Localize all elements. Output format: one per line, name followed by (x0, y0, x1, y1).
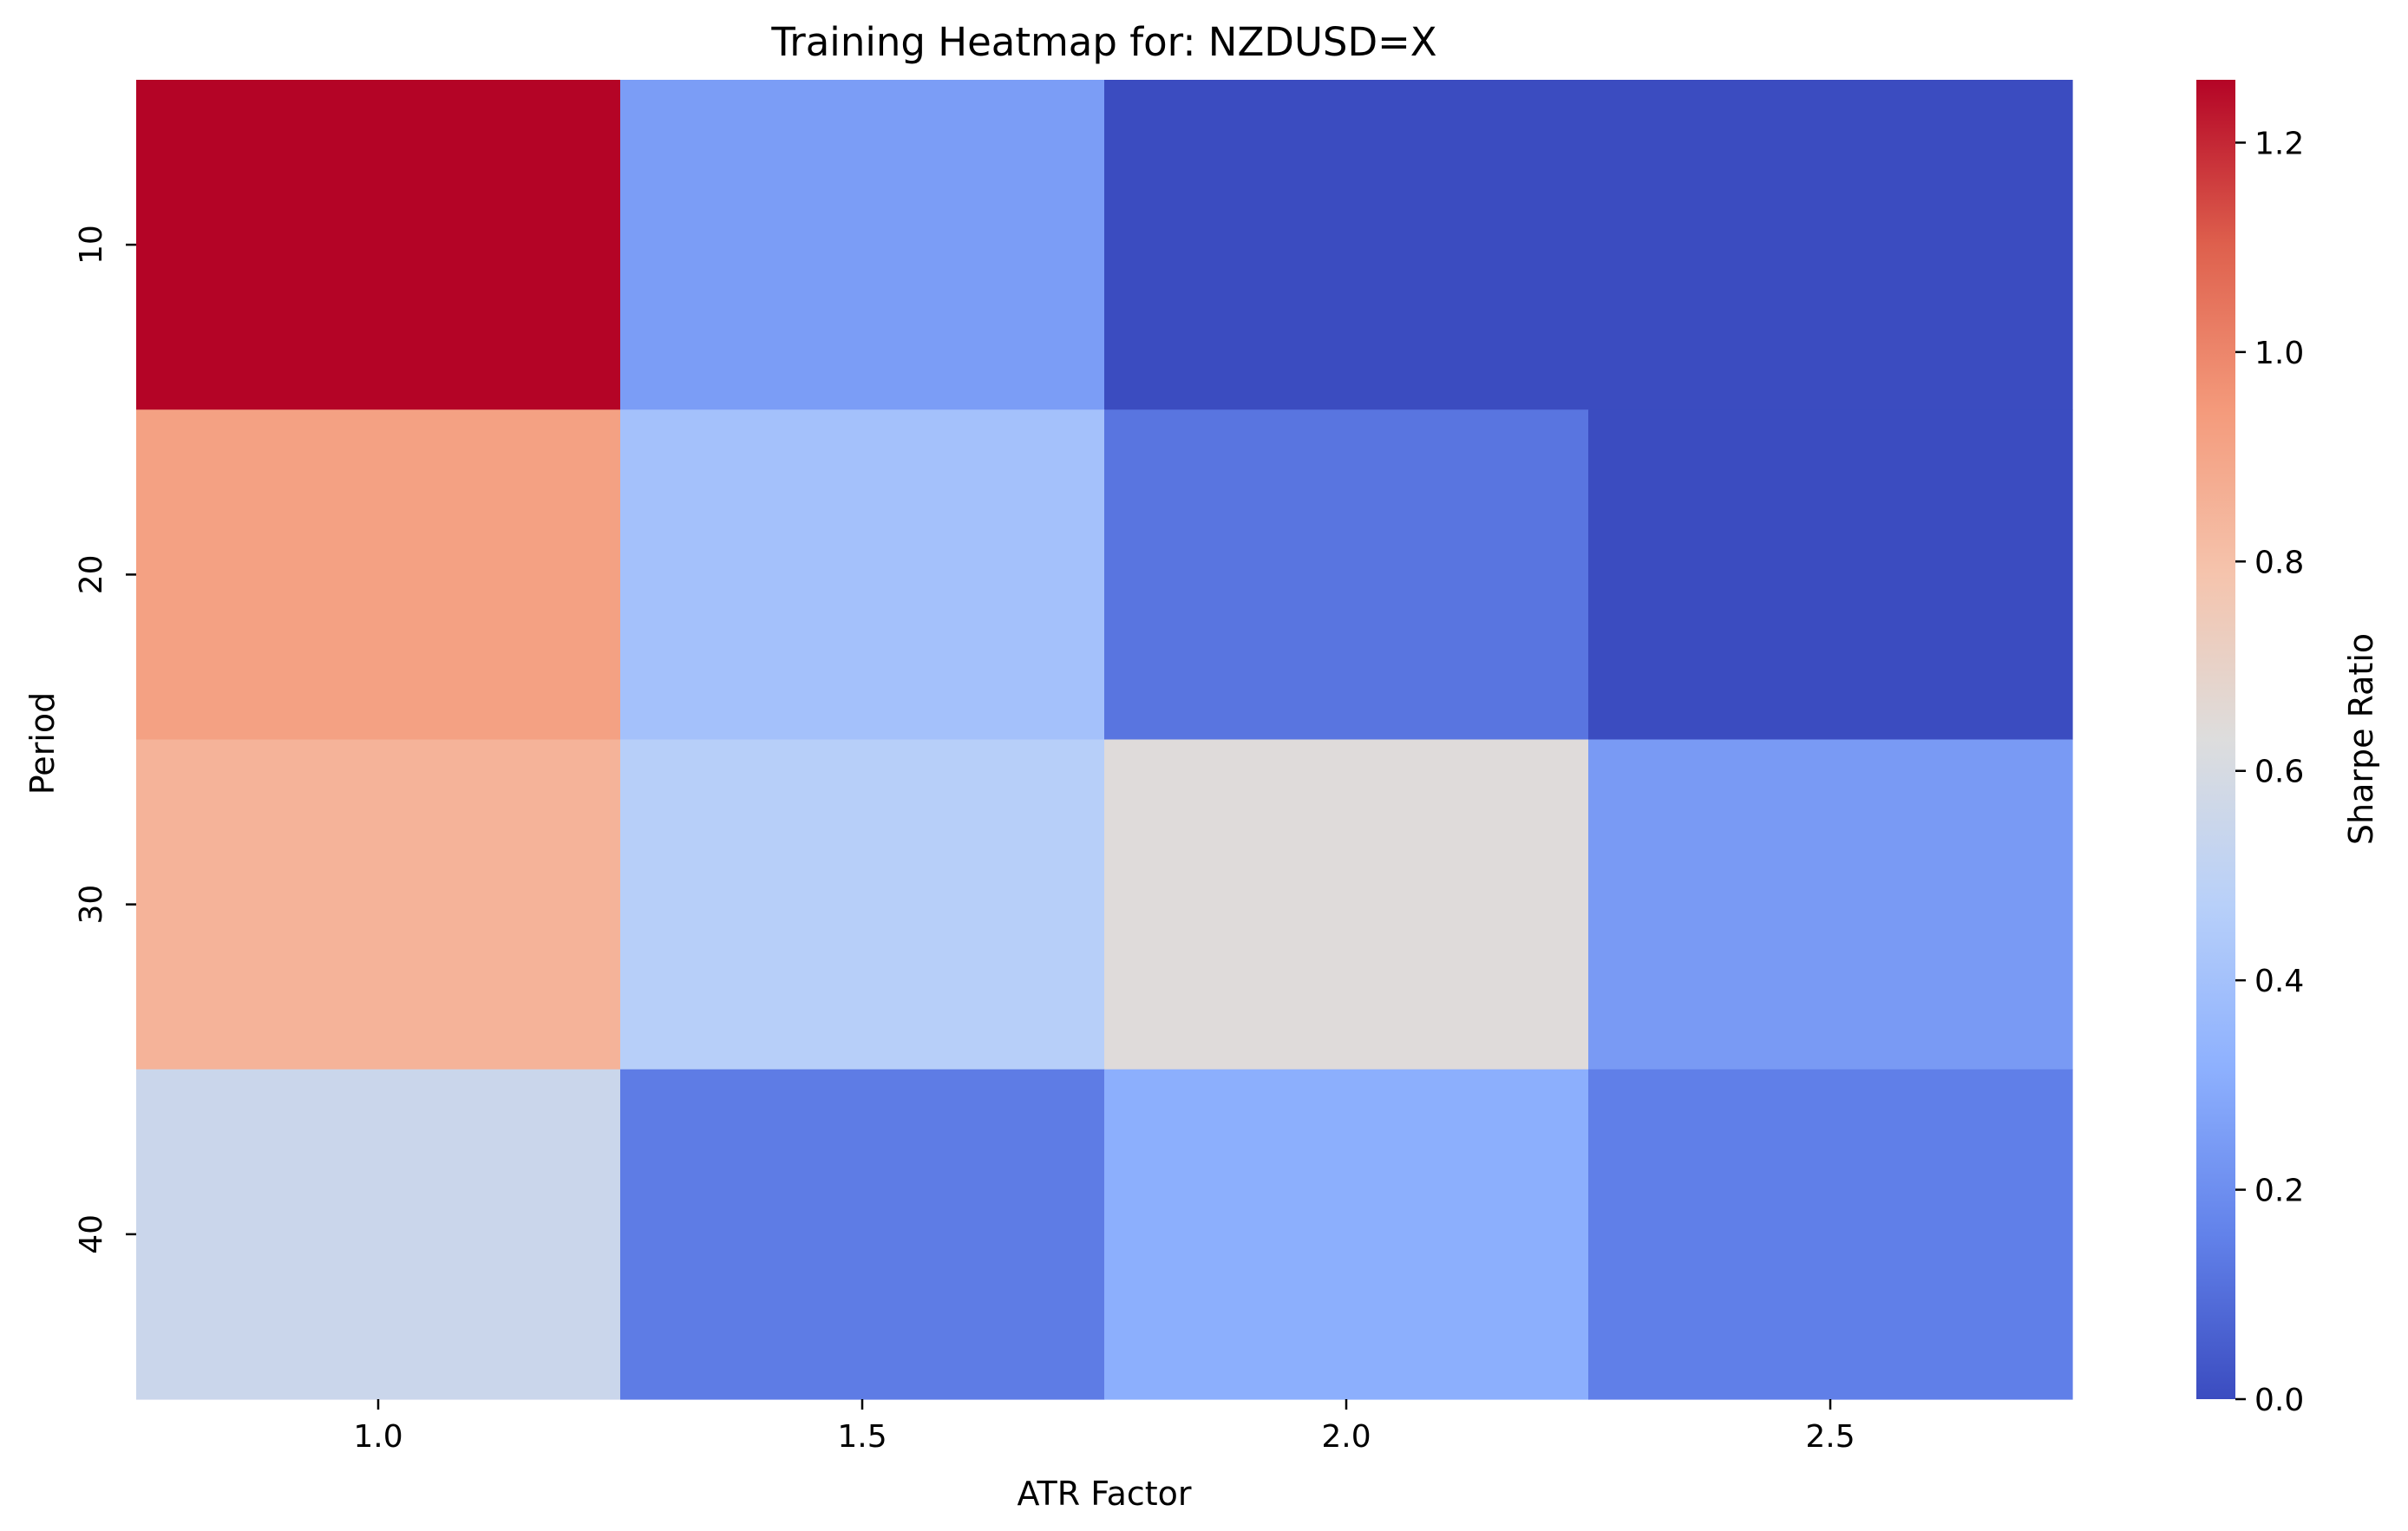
heatmap-cell (620, 80, 1105, 410)
heatmap-cell (620, 739, 1105, 1070)
colorbar-tick-label: 0.0 (2254, 1383, 2304, 1418)
y-axis-ticks: 10 20 30 40 (74, 225, 136, 1254)
heatmap-cell (620, 1069, 1105, 1400)
colorbar-ticks: 0.0 0.2 0.4 0.6 0.8 1.0 1.2 (2235, 126, 2304, 1418)
x-tick-label: 2.0 (1321, 1419, 1371, 1455)
x-axis-label: ATR Factor (1017, 1475, 1191, 1513)
colorbar-tick-label: 1.0 (2254, 336, 2304, 371)
heatmap-cells (136, 80, 2073, 1400)
heatmap-cell (1588, 739, 2073, 1070)
colorbar-tick-label: 0.8 (2254, 545, 2304, 580)
heatmap-cell (1104, 80, 1589, 410)
heatmap-cell (136, 1069, 621, 1400)
heatmap-cell (1588, 1069, 2073, 1400)
x-axis-ticks: 1.0 1.5 2.0 2.5 (353, 1399, 1855, 1455)
colorbar (2196, 80, 2235, 1399)
x-tick-label: 1.0 (353, 1419, 402, 1455)
heatmap-cell (1588, 80, 2073, 410)
x-tick-label: 2.5 (1805, 1419, 1855, 1455)
heatmap-cell (1588, 409, 2073, 741)
heatmap-cell (620, 409, 1105, 741)
chart-title: Training Heatmap for: NZDUSD=X (770, 19, 1436, 65)
y-tick-label: 30 (74, 885, 109, 925)
x-tick-label: 1.5 (837, 1419, 887, 1455)
y-axis-label: Period (23, 692, 62, 795)
y-tick-label: 10 (74, 225, 109, 265)
heatmap-cell (1104, 409, 1589, 741)
colorbar-tick-label: 0.4 (2254, 964, 2304, 999)
colorbar-tick-label: 0.2 (2254, 1174, 2304, 1209)
heatmap-cell (1104, 739, 1589, 1070)
heatmap-cell (1104, 1069, 1589, 1400)
heatmap-cell (136, 409, 621, 741)
heatmap-cell (136, 739, 621, 1070)
colorbar-label: Sharpe Ratio (2342, 633, 2380, 845)
y-tick-label: 20 (74, 554, 109, 594)
colorbar-tick-label: 0.6 (2254, 755, 2304, 790)
heatmap-cell (136, 80, 621, 410)
colorbar-tick-label: 1.2 (2254, 126, 2304, 161)
y-tick-label: 40 (74, 1214, 109, 1254)
